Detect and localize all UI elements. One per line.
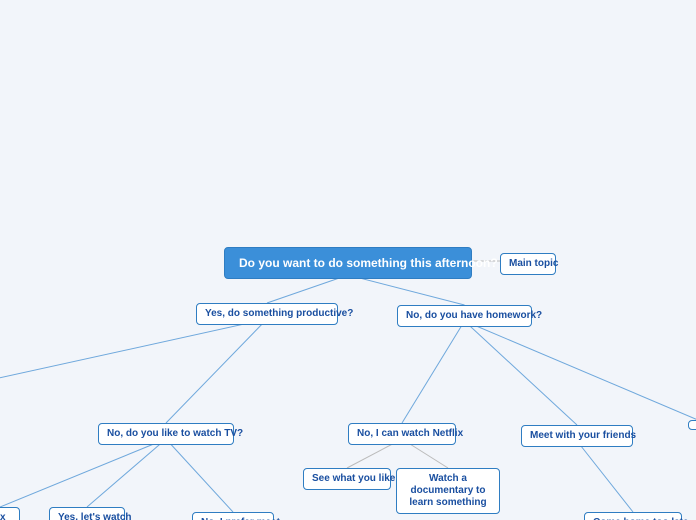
node-yesWatch[interactable]: Yes, let's watch [49, 507, 125, 520]
node-relax[interactable]: ax [0, 507, 20, 520]
node-seeLike[interactable]: See what you like [303, 468, 391, 490]
node-friends[interactable]: Meet with your friends [521, 425, 633, 447]
node-netflix[interactable]: No, I can watch Netflix [348, 423, 456, 445]
node-edgeR[interactable] [688, 420, 696, 430]
node-root[interactable]: Do you want to do something this afterno… [224, 247, 472, 279]
node-late[interactable]: Come home too late [584, 512, 682, 520]
node-yesProd[interactable]: Yes, do something productive? [196, 303, 338, 325]
node-tv[interactable]: No, do you like to watch TV? [98, 423, 234, 445]
node-preferMeet[interactable]: No, I prefer meet [192, 512, 274, 520]
node-main[interactable]: Main topic [500, 253, 556, 275]
node-doc[interactable]: Watch a documentary to learn something [396, 468, 500, 514]
node-noHw[interactable]: No, do you have homework? [397, 305, 532, 327]
